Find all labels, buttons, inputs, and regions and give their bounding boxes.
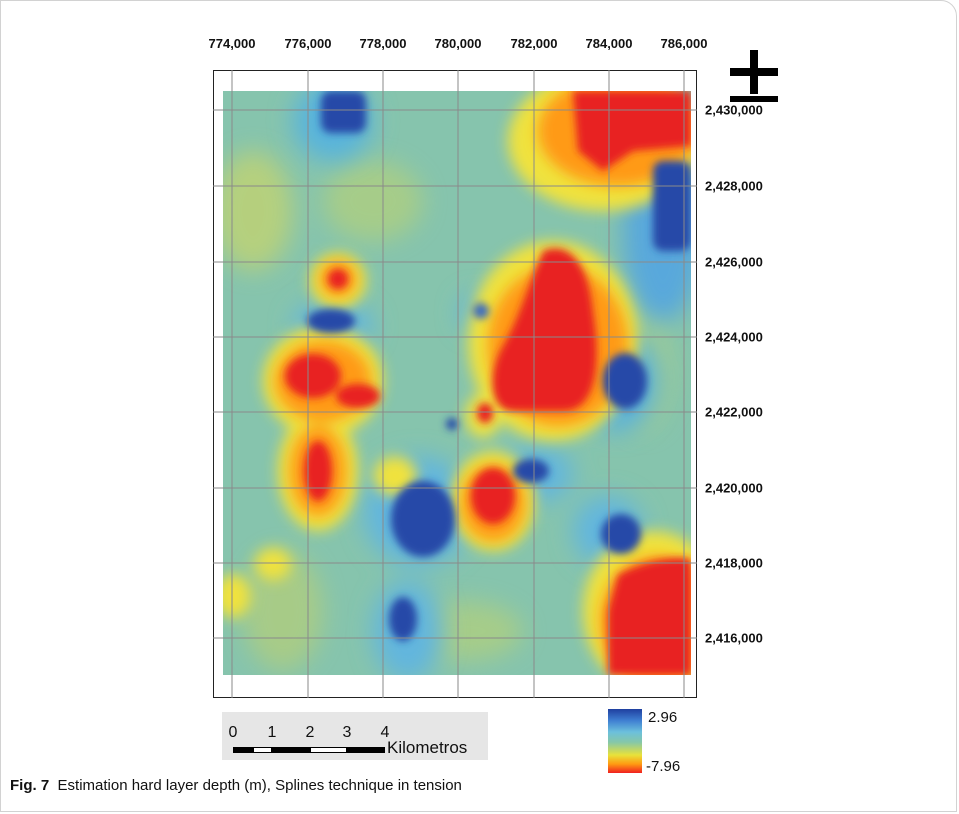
scale-segment: [310, 747, 347, 753]
scale-label: 2: [305, 724, 315, 741]
y-tick-label: 2,424,000: [705, 329, 763, 345]
legend-max-label: 2.96: [648, 709, 678, 726]
scale-segment: [347, 747, 385, 753]
depth-raster: [223, 91, 691, 675]
scale-label: 0: [228, 724, 238, 741]
y-tick-label: 2,426,000: [705, 254, 763, 270]
y-tick-label: 2,430,000: [705, 102, 763, 118]
x-tick-label: 778,000: [359, 36, 407, 51]
x-tick-label: 776,000: [284, 36, 332, 51]
x-tick-label: 780,000: [434, 36, 482, 51]
y-tick-label: 2,428,000: [705, 178, 763, 194]
y-tick-label: 2,420,000: [705, 480, 763, 496]
scale-segment: [233, 747, 253, 753]
scale-segment: [253, 747, 272, 753]
caption-bar: Fig. 7 Estimation hard layer depth (m), …: [0, 767, 959, 814]
x-tick-label: 786,000: [660, 36, 708, 51]
scale-label: 3: [342, 724, 352, 741]
legend-min-label: -7.96: [646, 758, 681, 775]
y-tick-label: 2,418,000: [705, 555, 763, 571]
scale-unit: Kilometros: [387, 738, 468, 757]
scale-segment: [272, 747, 310, 753]
figure-caption: Fig. 7 Estimation hard layer depth (m), …: [10, 777, 462, 794]
figure-label: Fig. 7: [10, 777, 50, 794]
scale-label: 4: [380, 724, 390, 741]
scale-bar: 0 1 2 3 4 Kilometros: [222, 712, 488, 760]
y-tick-label: 2,422,000: [705, 404, 763, 420]
north-cross-icon: [730, 50, 778, 102]
y-tick-label: 2,416,000: [705, 630, 763, 646]
x-tick-label: 784,000: [585, 36, 633, 51]
x-tick-label: 774,000: [208, 36, 256, 51]
x-tick-label: 782,000: [510, 36, 558, 51]
legend-color-ramp: [608, 709, 642, 773]
scale-label: 1: [267, 724, 277, 741]
caption-text: Estimation hard layer depth (m), Splines…: [57, 777, 462, 794]
